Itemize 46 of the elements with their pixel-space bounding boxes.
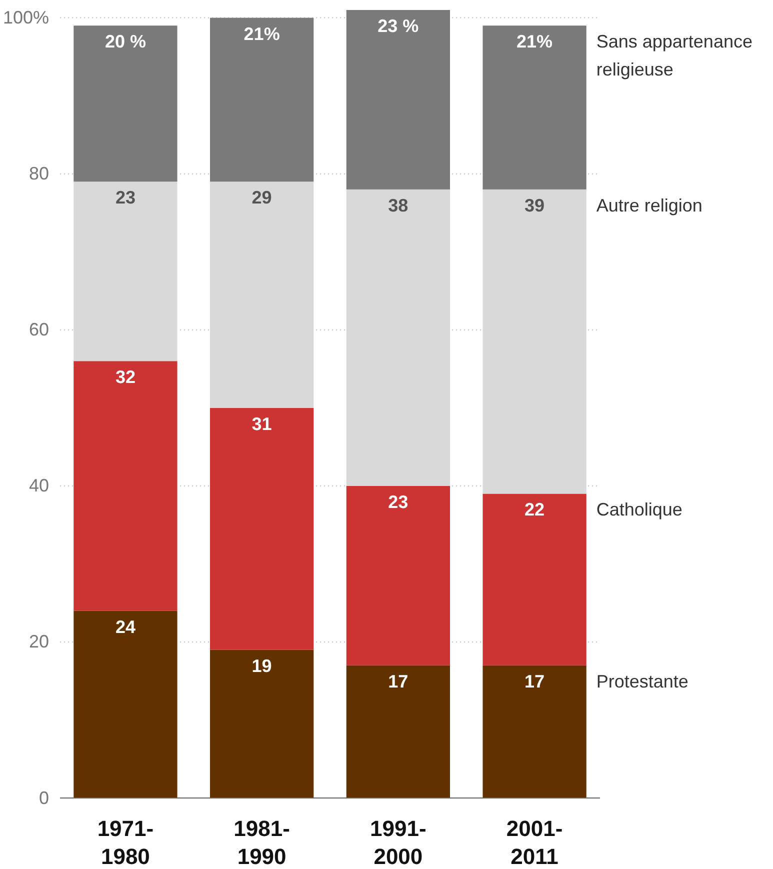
data-label: 29 xyxy=(252,188,272,208)
bar xyxy=(482,26,586,190)
data-label: 31 xyxy=(252,414,272,434)
x-tick-label: 1971- 1980 xyxy=(97,816,154,869)
x-tick-label: 1981- 1990 xyxy=(234,816,290,869)
data-label: 32 xyxy=(115,367,136,388)
series-label: Catholique xyxy=(596,500,682,520)
y-tick-label: 100% xyxy=(2,8,49,28)
bar xyxy=(210,408,314,650)
y-tick-label: 60 xyxy=(28,320,49,340)
y-tick-label: 0 xyxy=(38,788,49,808)
bar xyxy=(74,610,178,798)
y-tick-label: 80 xyxy=(28,164,49,184)
x-tick-label: 1991- 2000 xyxy=(370,816,426,869)
bar xyxy=(482,189,586,494)
data-label: 22 xyxy=(524,500,545,520)
data-label: 17 xyxy=(524,671,545,692)
bar xyxy=(210,182,314,408)
data-label: 19 xyxy=(252,656,272,676)
data-label: 24 xyxy=(115,616,136,637)
data-label: 39 xyxy=(524,195,545,216)
data-label: 21% xyxy=(244,24,280,44)
data-label: 23 % xyxy=(378,16,419,36)
bar xyxy=(210,18,314,182)
data-label: 38 xyxy=(388,195,408,216)
data-label: 20 % xyxy=(104,32,146,52)
data-label: 23 xyxy=(115,188,136,208)
data-label: 23 xyxy=(388,492,408,512)
y-tick-label: 20 xyxy=(28,632,49,652)
series-label: Sans appartenance religieuse xyxy=(596,32,752,80)
data-label: 17 xyxy=(388,671,408,692)
bar xyxy=(346,665,450,798)
bar xyxy=(74,182,178,362)
bar xyxy=(346,10,450,190)
data-label: 21% xyxy=(516,32,553,52)
bar xyxy=(346,189,450,486)
bar xyxy=(74,361,178,611)
x-tick-label: 2001- 2011 xyxy=(506,816,563,869)
bar xyxy=(482,665,586,798)
y-tick-label: 40 xyxy=(28,476,49,496)
series-label: Protestante xyxy=(596,671,688,692)
series-label: Autre religion xyxy=(596,195,702,216)
bar xyxy=(210,650,314,798)
bar xyxy=(74,26,178,182)
bar xyxy=(346,486,450,666)
bar xyxy=(482,494,586,666)
